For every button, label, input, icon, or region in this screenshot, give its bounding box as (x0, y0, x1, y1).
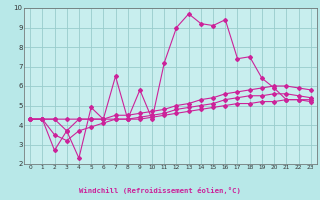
Text: Windchill (Refroidissement éolien,°C): Windchill (Refroidissement éolien,°C) (79, 188, 241, 194)
